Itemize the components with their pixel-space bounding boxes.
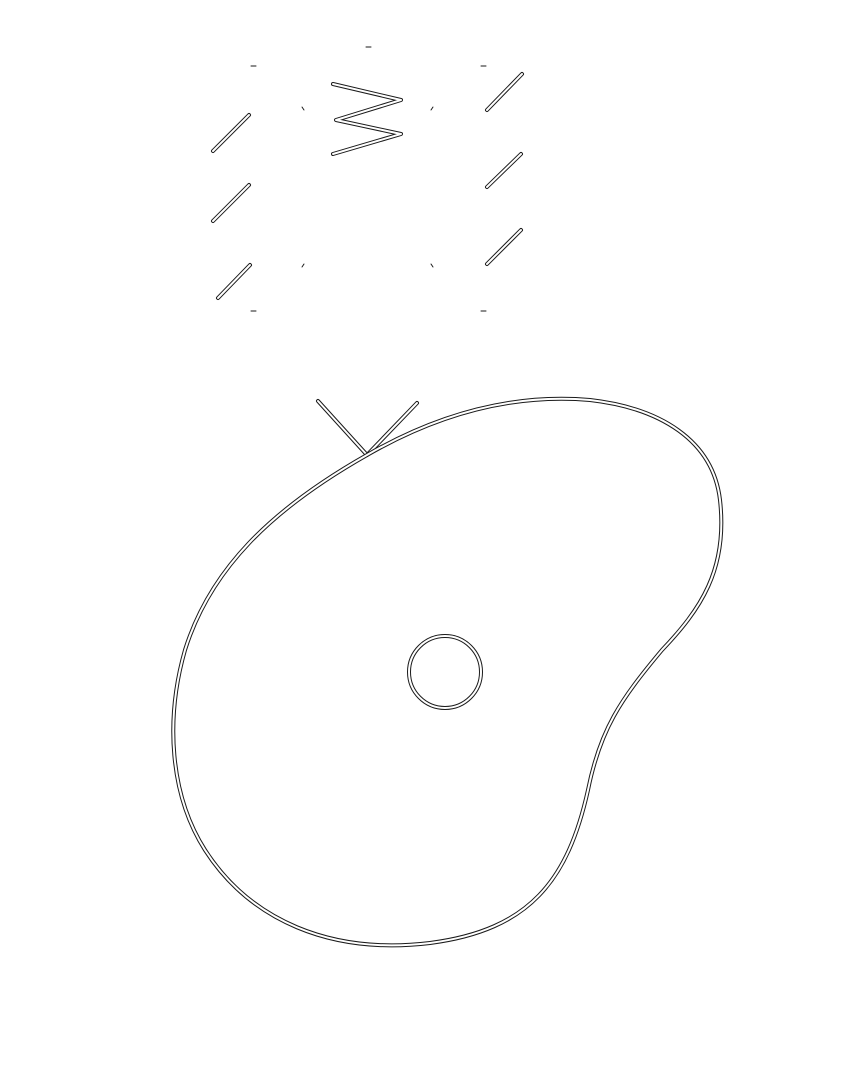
hatch-marks-right bbox=[485, 72, 524, 266]
hatch-mark-right-1 bbox=[485, 72, 524, 112]
top-cluster bbox=[211, 46, 524, 312]
hatch-mark-left-1 bbox=[211, 113, 251, 153]
center-circle bbox=[407, 634, 483, 710]
zigzag-inner-stroke bbox=[332, 83, 402, 155]
zigzag-spring bbox=[331, 82, 403, 156]
tick-inner-left-lower bbox=[301, 263, 305, 268]
blob-outline bbox=[171, 396, 724, 948]
center-circle-inner bbox=[408, 635, 482, 709]
tick-inner-left-upper bbox=[301, 106, 305, 111]
hatch-marks-left bbox=[211, 113, 252, 300]
hatch-mark-right-2 bbox=[485, 152, 523, 189]
corner-ticks bbox=[250, 46, 487, 312]
blob-outline-inner bbox=[172, 397, 723, 947]
tick-inner-right-lower bbox=[430, 263, 434, 268]
hatch-mark-left-3 bbox=[216, 263, 252, 300]
tick-inner-right-upper bbox=[430, 106, 434, 111]
hatch-mark-left-2 bbox=[211, 183, 251, 223]
hatch-mark-right-3 bbox=[485, 228, 523, 266]
